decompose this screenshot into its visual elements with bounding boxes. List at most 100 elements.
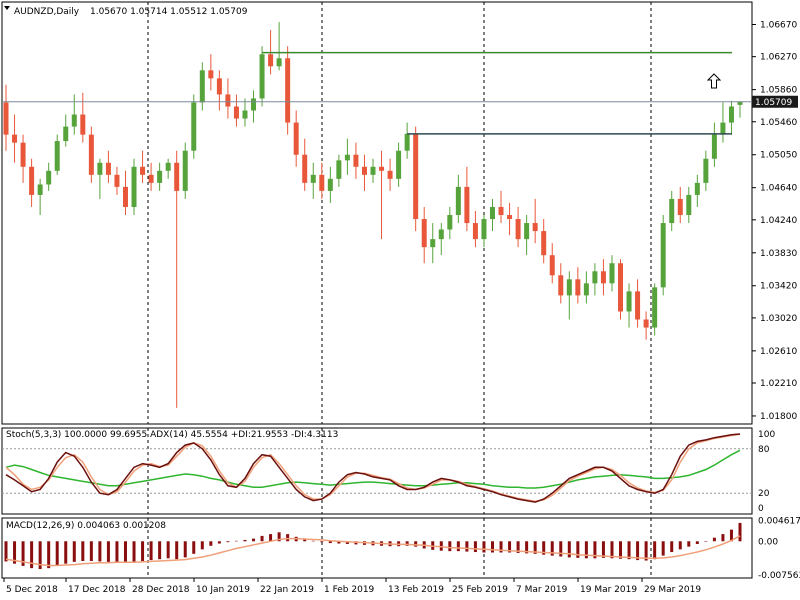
candle-body: [583, 283, 589, 296]
date-tick-label: 17 Dec 2018: [68, 585, 126, 595]
macd-histogram-bar: [226, 541, 230, 543]
macd-histogram-bar: [303, 539, 307, 542]
stoch-tick-label: 0: [758, 504, 764, 514]
macd-histogram-bar: [200, 541, 204, 550]
candle-body: [285, 58, 291, 123]
macd-histogram-bar: [38, 541, 42, 570]
candle-body: [711, 134, 717, 159]
macd-histogram-bar: [269, 534, 273, 542]
candle-body: [703, 158, 709, 183]
candle-body: [20, 142, 26, 167]
price-tick-label: 1.02210: [760, 379, 797, 389]
macd-histogram-bar: [98, 541, 102, 562]
candle-body: [720, 122, 726, 135]
macd-histogram-bar: [141, 541, 145, 561]
current-price-tag: 1.05709: [752, 95, 798, 108]
candle-body: [165, 162, 171, 171]
candle-body: [541, 231, 547, 256]
macd-signal-line: [5, 535, 741, 567]
macd-histogram-bar: [508, 541, 512, 553]
candle-body: [174, 162, 180, 191]
macd-tick-label: 0.004617: [758, 517, 800, 527]
date-tick-label: 7 Mar 2019: [516, 585, 568, 595]
date-tick-label: 28 Dec 2018: [132, 585, 190, 595]
candle-body: [481, 219, 487, 240]
date-tick-label: 29 Mar 2019: [644, 585, 701, 595]
macd-histogram-bar: [738, 522, 742, 542]
macd-histogram-bar: [542, 541, 546, 555]
date-tick-label: 1 Feb 2019: [324, 585, 375, 595]
macd-histogram-bar: [610, 541, 614, 559]
candle-body: [114, 174, 120, 187]
candle-body: [404, 133, 410, 151]
candle-body: [208, 70, 214, 79]
candle-body: [319, 174, 325, 191]
candle-body: [558, 275, 564, 296]
candle-body: [507, 215, 513, 220]
candle-body: [157, 170, 163, 183]
macd-histogram-bar: [106, 541, 110, 562]
candle-body: [140, 166, 146, 175]
macd-histogram-bar: [644, 541, 648, 561]
candle-body: [728, 106, 734, 123]
candle-body: [489, 206, 495, 220]
candle-body: [643, 319, 649, 328]
macd-histogram-bar: [473, 541, 477, 553]
candle-body: [660, 223, 666, 288]
macd-histogram-bar: [712, 537, 716, 542]
chart-header: AUDNZD,Daily 1.05670 1.05714 1.05512 1.0…: [4, 6, 248, 17]
panel-border-1: [1, 427, 753, 515]
candle-body: [12, 134, 18, 143]
candle-body: [293, 122, 299, 155]
macd-histogram-bar: [448, 541, 452, 552]
candle-body: [268, 54, 274, 67]
candle-body: [131, 166, 137, 207]
stoch-tick-label: 100: [758, 430, 775, 440]
macd-label: MACD(12,26,9) 0.004063 0.001208: [6, 521, 166, 531]
macd-histogram-bar: [533, 541, 537, 554]
candle-body: [310, 174, 316, 183]
candle-body: [635, 291, 641, 320]
candle-body: [46, 170, 52, 185]
date-tick-label: 25 Feb 2019: [452, 585, 508, 595]
macd-histogram-bar: [149, 541, 153, 561]
macd-histogram-bar: [183, 541, 187, 558]
stoch-tick-label: 20: [758, 489, 770, 499]
macd-histogram-bar: [499, 541, 503, 553]
macd-tick-label: 0.00: [758, 537, 778, 547]
candle-body: [327, 178, 333, 191]
macd-histogram-bar: [21, 541, 25, 566]
candle-body: [63, 126, 69, 142]
candle-body: [575, 279, 581, 296]
macd-histogram-bar: [311, 540, 315, 542]
macd-histogram-bar: [260, 535, 264, 542]
macd-histogram-bar: [328, 541, 332, 544]
price-tick-label: 1.06270: [760, 53, 797, 63]
macd-histogram-bar: [670, 541, 674, 553]
candle-body: [361, 166, 367, 175]
macd-histogram-bar: [158, 541, 162, 560]
candle-body: [29, 166, 35, 195]
stoch-adx-label: Stoch(5,3,3) 100.0000 99.6955 ADX(14) 45…: [6, 430, 338, 440]
macd-histogram-bar: [559, 541, 563, 557]
candle-body: [233, 106, 239, 119]
macd-histogram-bar: [687, 541, 691, 547]
dropdown-triangle-icon[interactable]: [4, 6, 10, 10]
candle-body: [566, 279, 572, 296]
candle-body: [524, 223, 530, 240]
macd-histogram-bar: [286, 534, 290, 542]
up-arrow-icon: [706, 73, 722, 89]
candle-body: [686, 194, 692, 216]
price-tick-label: 1.04640: [760, 184, 797, 194]
macd-histogram-bar: [405, 541, 409, 546]
date-tick-label: 10 Jan 2019: [196, 585, 250, 595]
macd-histogram-bar: [337, 541, 341, 544]
stoch-tick-label: 80: [758, 445, 770, 455]
macd-tick-label: -0.007563: [758, 571, 800, 581]
candle-body: [302, 154, 308, 183]
macd-histogram-bar: [345, 541, 349, 544]
candle-body: [694, 182, 700, 195]
macd-histogram-bar: [320, 541, 324, 543]
candle-body: [600, 271, 606, 284]
